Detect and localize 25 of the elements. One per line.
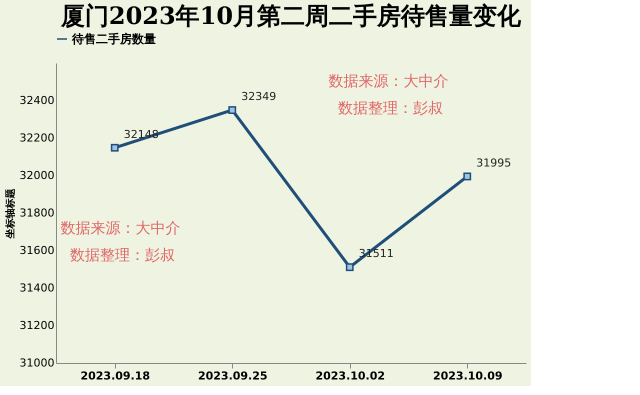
legend-label: 待售二手房数量 — [71, 32, 156, 46]
y-tick-label: 31800 — [20, 206, 54, 220]
y-tick-label: 31600 — [20, 244, 54, 257]
y-tick-label: 32200 — [20, 132, 54, 144]
y-tick-label: 31000 — [20, 356, 54, 370]
point — [463, 172, 472, 180]
y-tick-label: 32400 — [20, 94, 54, 107]
x-tick-label: 2023.09.18 — [80, 370, 150, 382]
data-label: 32349 — [241, 90, 276, 104]
point — [346, 263, 354, 272]
y-tick-label: 32000 — [20, 169, 54, 182]
chart-title: 厦门2023年10月第二周二手房待售量变化 — [60, 1, 522, 30]
point — [110, 144, 119, 152]
x-tick-label: 2023.09.25 — [198, 370, 268, 382]
y-tick-label: 31400 — [20, 282, 54, 294]
y-tick-label: 31200 — [20, 319, 54, 332]
data-label: 31995 — [476, 156, 512, 170]
annotation: 数据来源：大中介 — [60, 219, 181, 237]
x-tick-label: 2023.10.02 — [315, 370, 386, 382]
annotation: 数据整理：彭叔 — [70, 246, 176, 264]
annotation: 数据整理：彭叔 — [338, 99, 443, 117]
x-tick-label: 2023.10.09 — [432, 370, 503, 382]
y-axis-title: 坐标轴标题 — [4, 188, 17, 240]
point — [228, 106, 236, 114]
annotation: 数据来源：大中介 — [328, 72, 449, 90]
